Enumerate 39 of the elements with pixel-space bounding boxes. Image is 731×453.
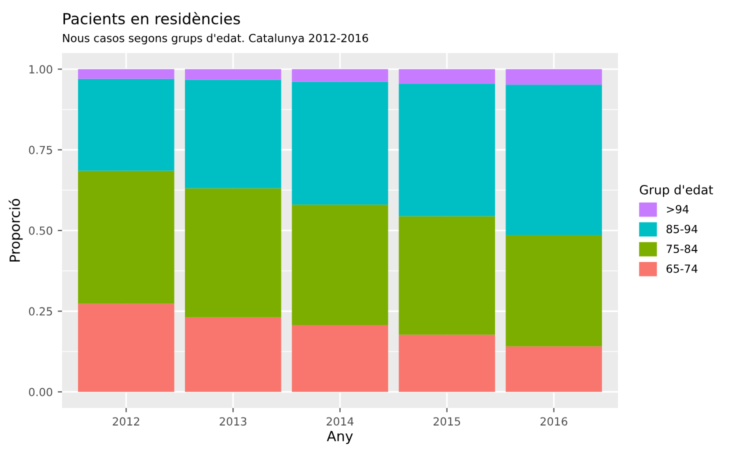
x-tick-label: 2015 [434,417,460,426]
bar [398,69,496,84]
bar [292,325,388,392]
bar [184,80,282,188]
bar [78,69,174,79]
bar [398,84,496,216]
bar [292,82,388,205]
legend-label: 65-74 [666,264,698,273]
bar [184,69,282,80]
bar [398,216,496,335]
x-tick-label: 2016 [540,417,568,426]
y-tick-label: 1.00 [29,65,52,74]
bar [292,69,388,82]
bar [398,334,496,392]
legend-title: Grup d'edat [640,184,714,197]
bar [506,84,602,236]
bar [184,317,282,392]
y-tick-label: 0.25 [28,307,52,316]
chart-title: Pacients en residències [64,12,240,24]
bar [506,235,602,346]
legend-label: 85-94 [666,224,698,234]
x-tick-label: 2012 [112,417,140,426]
y-axis-title: Proporció [8,198,23,262]
legend-label: 75-84 [666,244,698,254]
y-tick-label: 0.00 [28,388,52,396]
bar [184,188,282,318]
bar [78,170,174,304]
bar [292,204,388,326]
y-tick-label: 0.50 [28,226,52,235]
chart-subtitle: Nous casos segons grups d'edat. Catalunya 2012-2016 [63,34,368,44]
x-axis-title: Any [326,430,353,444]
bar [506,69,602,85]
x-tick-label: 2013 [220,417,246,426]
bar [506,346,602,392]
bar [78,78,174,171]
y-tick-label: 0.75 [28,146,52,154]
x-tick-label: 2014 [326,417,354,426]
legend-label: >94 [666,204,689,214]
bar [78,304,174,392]
